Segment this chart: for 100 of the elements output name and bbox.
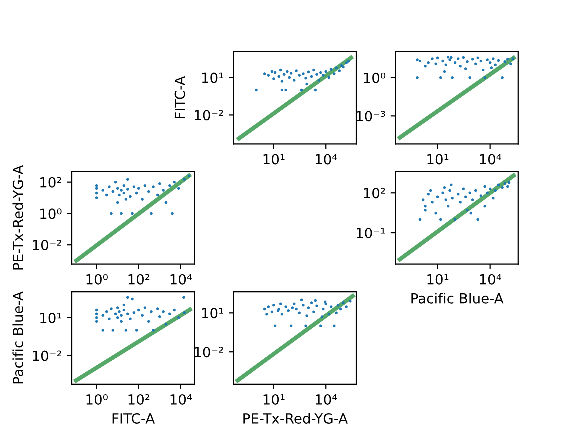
point [448, 189, 452, 192]
point [448, 58, 452, 62]
point [444, 198, 448, 202]
point [333, 324, 336, 328]
point [292, 79, 296, 82]
point [328, 76, 331, 80]
point [342, 302, 345, 304]
point [316, 73, 318, 76]
point [298, 312, 301, 315]
point [422, 198, 425, 202]
point [466, 209, 469, 212]
point [442, 60, 444, 63]
point [280, 313, 284, 316]
y-tick-label: 10⁻² [195, 347, 224, 358]
y-axis-title: Pacific Blue-A [12, 292, 24, 384]
point [494, 189, 497, 192]
y-tick-label: 10¹ [202, 72, 224, 84]
point [494, 64, 497, 67]
point [270, 310, 274, 314]
point [416, 76, 419, 80]
point [345, 62, 348, 64]
y-axis-title: PE-Tx-Red-YG-A [12, 165, 24, 270]
y-tick-label: 10⁻² [195, 110, 224, 121]
point [302, 304, 305, 307]
point [322, 308, 325, 311]
y-axis-title: FITC-A [174, 76, 186, 118]
y-tick-label: 10² [40, 177, 62, 188]
x-axis-title: PE-Tx-Red-YG-A [244, 413, 348, 424]
point [322, 74, 325, 77]
point [424, 64, 427, 68]
point [442, 192, 444, 195]
point [459, 201, 462, 204]
point [431, 201, 434, 204]
point [330, 306, 333, 308]
point [349, 300, 352, 303]
point [462, 188, 466, 191]
point [474, 62, 478, 66]
point [454, 61, 457, 64]
point [476, 56, 480, 60]
point [295, 70, 298, 72]
point [290, 324, 293, 328]
point [318, 79, 321, 82]
point [333, 72, 336, 76]
y-tick-label: 10⁻² [33, 350, 62, 362]
point [480, 60, 483, 63]
x-tick-label: 10⁴ [316, 154, 338, 165]
point [504, 60, 507, 64]
point [506, 58, 510, 61]
point [335, 66, 338, 70]
point [446, 205, 450, 208]
y-tick-label: 10² [364, 188, 386, 199]
point [345, 306, 348, 308]
point [471, 58, 474, 61]
point [512, 58, 515, 60]
point [439, 218, 442, 222]
point [486, 58, 490, 62]
point [492, 197, 495, 200]
point [319, 71, 322, 74]
point [436, 56, 440, 60]
point [444, 64, 448, 67]
x-tick-label: 10⁴ [170, 394, 192, 405]
x-tick-label: 10⁴ [480, 154, 502, 165]
point [304, 76, 308, 80]
point [451, 197, 454, 200]
point [488, 61, 492, 64]
point [427, 61, 430, 64]
point [474, 189, 478, 192]
x-tick-label: 10⁰ [86, 274, 108, 285]
y-tick-label: 10⁻¹ [356, 228, 386, 238]
y-tick-label: 10¹ [202, 308, 224, 319]
point [347, 60, 350, 63]
x-tick-label: 10⁴ [316, 394, 338, 405]
x-tick-label: 10⁰ [86, 394, 108, 405]
x-axis-title: Pacific Blue-A [412, 293, 504, 304]
y-tick-label: 10⁻² [33, 240, 62, 251]
point [427, 193, 430, 196]
point [484, 76, 486, 80]
x-tick-label: 10⁴ [480, 274, 502, 285]
point [288, 76, 292, 80]
point [436, 196, 440, 199]
point [466, 60, 469, 64]
point [468, 192, 472, 195]
point [310, 302, 314, 304]
point [310, 75, 314, 78]
point [328, 313, 331, 316]
point [267, 306, 270, 308]
point [480, 194, 483, 198]
point [508, 181, 511, 184]
point [298, 74, 301, 77]
point [338, 70, 342, 72]
point [486, 192, 490, 195]
point [488, 188, 492, 191]
point [464, 196, 468, 199]
point [304, 324, 308, 328]
point [476, 218, 480, 222]
point [446, 56, 450, 59]
x-tick-label: 10¹ [264, 154, 285, 165]
point [497, 184, 500, 187]
point [295, 308, 298, 311]
point [284, 306, 288, 308]
